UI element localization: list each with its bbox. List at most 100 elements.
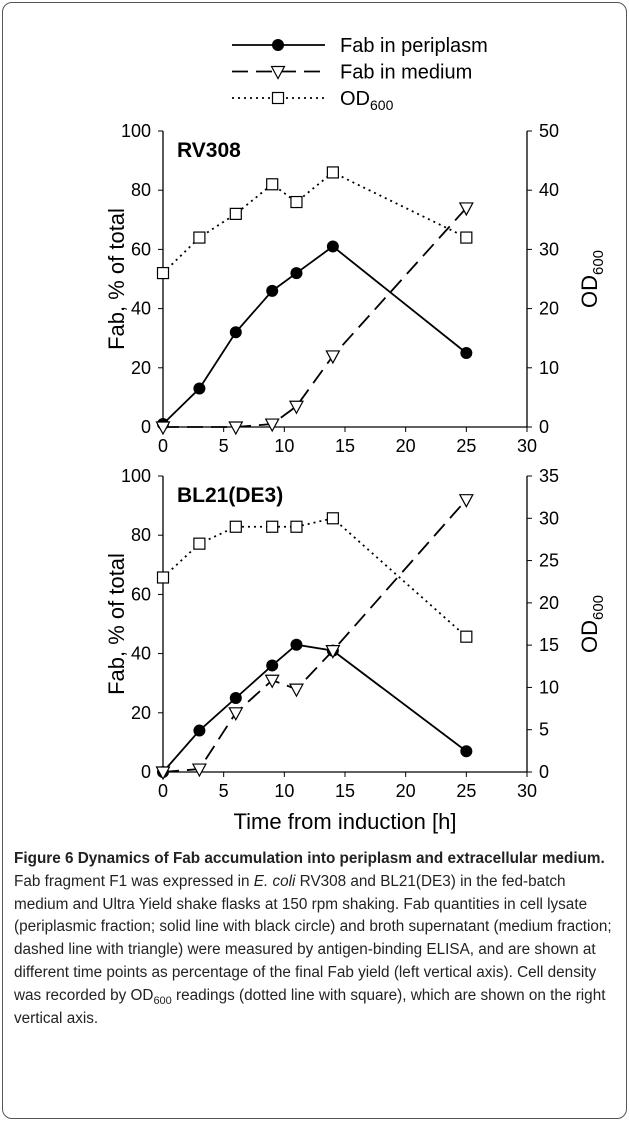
marker-square bbox=[290, 195, 303, 209]
y2-axis-label: OD600 bbox=[577, 250, 607, 308]
y2-tick-label: 20 bbox=[539, 593, 559, 613]
y-tick-label: 0 bbox=[141, 417, 151, 437]
y2-axis-label-text: OD bbox=[577, 620, 602, 653]
y-tick-label: 100 bbox=[121, 121, 151, 141]
marker-square bbox=[326, 512, 339, 525]
legend-text: Fab in medium bbox=[340, 62, 472, 84]
y2-axis-label-subscript: 600 bbox=[590, 250, 607, 275]
x-tick-label: 10 bbox=[274, 781, 294, 801]
marker-circle bbox=[326, 240, 339, 253]
marker-square bbox=[156, 571, 170, 584]
x-tick-label: 20 bbox=[396, 781, 416, 801]
marker-triangle bbox=[155, 766, 171, 781]
legend-marker bbox=[271, 91, 285, 105]
marker-circle bbox=[290, 267, 303, 280]
y-axis-label: Fab, % of total bbox=[104, 208, 129, 350]
x-tick-label: 5 bbox=[219, 781, 229, 801]
y-tick-label: 40 bbox=[131, 299, 151, 319]
series-line bbox=[162, 517, 467, 638]
marker-triangle bbox=[288, 683, 304, 698]
legend-text: OD bbox=[340, 88, 370, 110]
chart-title: BL21(DE3) bbox=[177, 484, 283, 507]
y2-axis-label: OD600 bbox=[577, 595, 607, 653]
y-tick-label: 60 bbox=[131, 584, 151, 604]
marker-triangle bbox=[228, 421, 244, 436]
x-tick-label: 15 bbox=[335, 781, 355, 801]
marker-circle bbox=[193, 724, 206, 737]
marker-triangle bbox=[325, 350, 341, 365]
series-line bbox=[162, 245, 467, 425]
legend-marker bbox=[270, 65, 286, 80]
series-line bbox=[162, 171, 467, 274]
marker-circle bbox=[460, 347, 473, 359]
marker-triangle bbox=[325, 645, 341, 659]
y2-tick-label: 10 bbox=[539, 358, 559, 378]
x-tick-label: 0 bbox=[158, 781, 168, 801]
caption-normal: Fab fragment F1 was expressed in bbox=[14, 872, 254, 890]
marker-triangle bbox=[191, 763, 207, 778]
marker-triangle bbox=[458, 202, 474, 217]
y2-tick-label: 50 bbox=[539, 121, 559, 141]
x-axis-label: Time from induction [h] bbox=[234, 809, 457, 834]
y2-tick-label: 20 bbox=[539, 299, 559, 319]
legend-text: Fab in periplasm bbox=[340, 35, 488, 57]
marker-circle bbox=[460, 745, 473, 758]
marker-square bbox=[460, 630, 473, 643]
x-tick-label: 20 bbox=[396, 436, 416, 456]
caption-sub: 600 bbox=[153, 994, 172, 1007]
x-tick-label: 10 bbox=[274, 436, 294, 456]
legend-label: OD600 bbox=[340, 88, 394, 113]
caption-italic: E. coli bbox=[253, 872, 296, 890]
y-tick-label: 40 bbox=[131, 644, 151, 664]
x-tick-label: 25 bbox=[456, 436, 476, 456]
marker-square bbox=[326, 166, 339, 179]
x-tick-label: 30 bbox=[517, 436, 537, 456]
marker-triangle bbox=[288, 400, 304, 415]
y2-tick-label: 0 bbox=[539, 762, 549, 782]
y-axis-label: Fab, % of total bbox=[104, 553, 129, 695]
marker-circle bbox=[266, 284, 279, 297]
series-line bbox=[162, 499, 468, 773]
y2-tick-label: 35 bbox=[539, 466, 559, 486]
y2-tick-label: 30 bbox=[539, 239, 559, 259]
marker-triangle bbox=[458, 494, 474, 508]
x-tick-label: 25 bbox=[456, 781, 476, 801]
marker-circle bbox=[193, 382, 206, 395]
series-line bbox=[162, 643, 467, 773]
y-tick-label: 0 bbox=[141, 762, 151, 782]
marker-square bbox=[193, 537, 206, 550]
x-tick-label: 5 bbox=[219, 436, 229, 456]
marker-triangle bbox=[228, 707, 244, 722]
y-tick-label: 80 bbox=[131, 525, 151, 545]
marker-square bbox=[156, 266, 170, 280]
y-tick-label: 20 bbox=[131, 703, 151, 723]
marker-circle bbox=[229, 326, 242, 339]
chart-title: RV308 bbox=[177, 139, 241, 162]
marker-square bbox=[229, 207, 242, 220]
caption-normal: RV308 and BL21(DE3) in the fed-batch med… bbox=[14, 872, 612, 1004]
marker-square bbox=[460, 231, 473, 244]
marker-square bbox=[266, 520, 279, 533]
y2-tick-label: 5 bbox=[539, 720, 549, 740]
y2-tick-label: 25 bbox=[539, 551, 559, 571]
marker-triangle bbox=[155, 421, 171, 436]
y2-tick-label: 0 bbox=[539, 417, 549, 437]
series-line bbox=[163, 207, 468, 428]
marker-circle bbox=[266, 659, 279, 672]
y2-axis-label-text: OD bbox=[577, 275, 602, 308]
y2-tick-label: 15 bbox=[539, 635, 559, 655]
y-tick-label: 20 bbox=[131, 358, 151, 378]
marker-square bbox=[193, 231, 206, 244]
legend-subscript: 600 bbox=[370, 97, 394, 113]
x-tick-label: 30 bbox=[517, 781, 537, 801]
marker-square bbox=[229, 520, 242, 533]
caption-normal: readings (dotted line with square), whic… bbox=[14, 986, 606, 1027]
legend-label: Fab in periplasm bbox=[340, 35, 488, 57]
marker-square bbox=[266, 178, 279, 191]
caption-bold: Figure 6 Dynamics of Fab accumulation in… bbox=[14, 850, 605, 867]
legend-label: Fab in medium bbox=[340, 62, 472, 84]
marker-circle bbox=[290, 638, 303, 651]
caption: Figure 6 Dynamics of Fab accumulation in… bbox=[14, 848, 614, 1030]
